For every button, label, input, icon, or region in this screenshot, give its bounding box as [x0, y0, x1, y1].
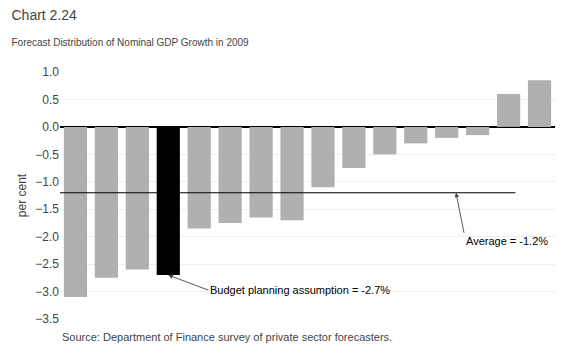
svg-text:−0.5: −0.5 — [35, 148, 59, 162]
svg-text:Chart 2.24: Chart 2.24 — [12, 7, 78, 23]
svg-text:0.5: 0.5 — [42, 93, 59, 107]
svg-text:−2.5: −2.5 — [35, 257, 59, 271]
svg-text:−3.5: −3.5 — [35, 312, 59, 326]
svg-text:1.0: 1.0 — [42, 65, 59, 79]
svg-text:Forecast Distribution of Nomin: Forecast Distribution of Nominal GDP Gro… — [12, 37, 250, 48]
svg-text:0.0: 0.0 — [42, 120, 59, 134]
svg-text:−2.0: −2.0 — [35, 230, 59, 244]
svg-text:Source: Department of Finance: Source: Department of Finance survey of … — [62, 331, 392, 343]
svg-text:per cent: per cent — [15, 173, 29, 217]
svg-text:−3.0: −3.0 — [35, 285, 59, 299]
svg-text:−1.0: −1.0 — [35, 175, 59, 189]
svg-text:−1.5: −1.5 — [35, 202, 59, 216]
svg-text:Budget planning assumption = -: Budget planning assumption = -2.7% — [210, 284, 390, 296]
svg-text:Average = -1.2%: Average = -1.2% — [466, 235, 548, 247]
